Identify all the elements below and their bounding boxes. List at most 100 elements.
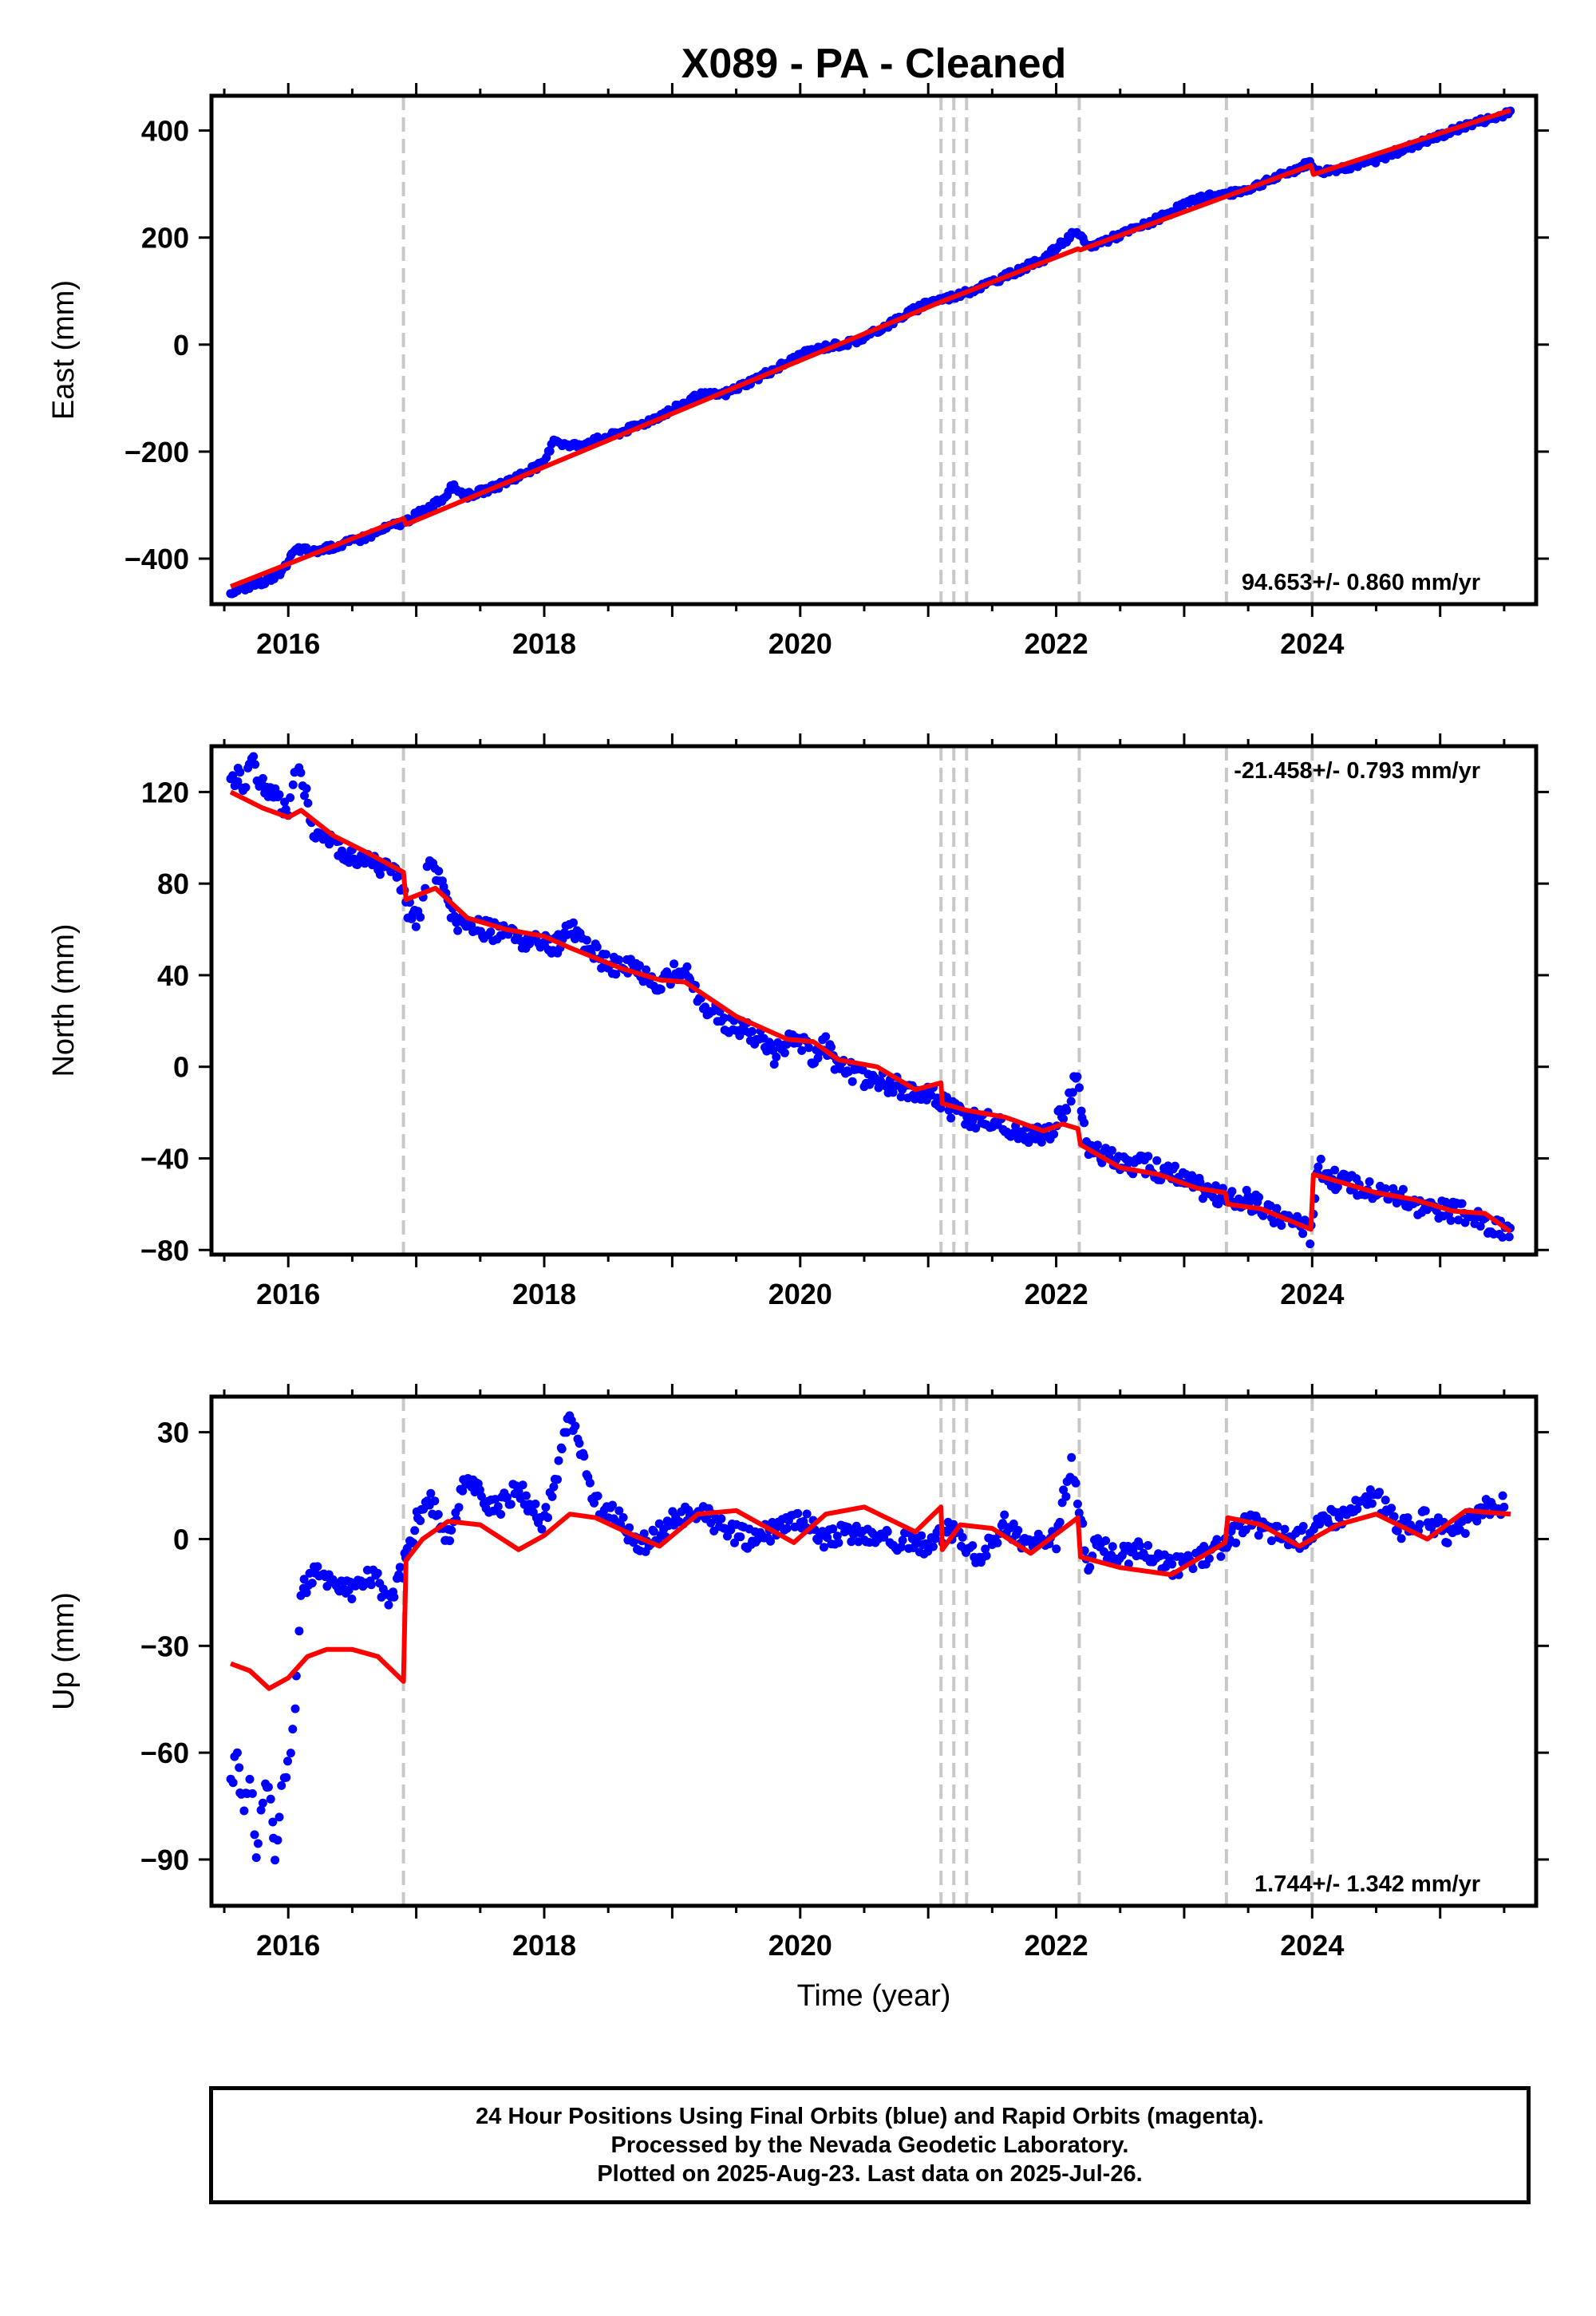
processing-note-box: 24 Hour Positions Using Final Orbits (bl… [209,2086,1531,2204]
data-point [847,1537,856,1547]
data-point [1314,1162,1323,1172]
x-tick-label: 2024 [1280,1278,1344,1310]
x-tick-label: 2020 [768,1278,832,1310]
y-axis-label: North (mm) [47,923,81,1077]
y-axis-label: Up (mm) [47,1592,81,1710]
data-point [275,1812,284,1822]
data-point [250,1830,259,1840]
data-point [1499,1502,1509,1512]
x-tick-label: 2016 [256,1929,320,1962]
data-point [258,773,267,783]
data-point [1241,1525,1250,1535]
data-point [313,1562,322,1571]
data-point [263,1782,273,1792]
data-point [1454,1215,1463,1225]
data-point [1367,1499,1377,1508]
data-point [593,1492,602,1500]
data-point [618,1513,628,1522]
data-point [832,1531,842,1541]
x-tick-label: 2016 [256,1278,320,1310]
data-point [549,1482,559,1492]
y-tick-label: 200 [141,222,189,255]
data-point [1396,1534,1406,1543]
data-point [282,1773,291,1782]
data-point [433,1510,443,1520]
data-point [585,1478,595,1488]
data-point [968,1541,978,1551]
data-point [821,1032,831,1041]
y-tick-label: −80 [140,1234,189,1267]
data-point [736,1532,745,1542]
data-points [226,1411,1509,1865]
data-point [847,1077,857,1086]
data-point [1009,1520,1018,1528]
data-point [1068,1088,1077,1097]
data-point [496,1510,506,1519]
y-tick-label: 30 [157,1417,189,1449]
data-point [1216,1551,1226,1561]
processing-note-line-1: 24 Hour Positions Using Final Orbits (bl… [476,2104,1264,2129]
data-point [1136,1541,1145,1551]
data-point [1504,1232,1514,1242]
data-point [1375,1488,1384,1497]
data-point [670,959,679,969]
data-point [228,1778,238,1788]
data-point [1254,1531,1263,1540]
data-point [521,1491,531,1500]
data-point [493,1502,503,1512]
data-points [226,106,1515,599]
data-point [1272,1203,1282,1213]
data-point [543,1513,552,1523]
data-point [445,1536,455,1546]
data-point [303,798,313,808]
data-point [682,962,692,971]
data-point [823,1533,832,1543]
data-point [411,922,421,931]
data-point [1403,1513,1412,1523]
data-point [780,1048,789,1057]
data-point [486,927,496,937]
data-point [1073,1500,1082,1508]
y-tick-label: −40 [140,1142,189,1175]
data-point [249,752,259,761]
data-point [1013,1526,1023,1535]
data-point [1254,1192,1263,1202]
data-point [1381,1184,1390,1193]
data-point [1246,1196,1255,1206]
data-point [1330,1165,1340,1175]
data-point [1266,1536,1276,1546]
velocity-label: -21.458+/- 0.793 mm/yr [1234,758,1480,784]
data-point [1306,1239,1315,1249]
plot-frame [209,93,1539,607]
data-point [782,1524,792,1533]
data-point [277,1780,286,1790]
data-point [717,1514,726,1524]
data-point [271,1856,280,1865]
data-point [608,1500,617,1510]
data-point [1273,1522,1282,1531]
data-point [1074,1508,1084,1518]
data-point [300,791,309,800]
data-point [575,1439,584,1448]
data-point [1061,1492,1071,1501]
data-point [375,870,385,879]
data-point [601,950,610,959]
data-point [827,1042,836,1052]
data-point [1059,1485,1069,1495]
data-point [1211,1181,1220,1191]
data-point [294,1626,304,1636]
data-point [1365,1177,1374,1187]
data-point [286,1749,295,1758]
data-point [793,1508,803,1518]
data-point [896,1092,906,1101]
data-point [454,1503,464,1512]
data-point [430,1496,440,1506]
data-point [1277,1221,1286,1230]
data-point [251,760,260,769]
data-point [389,1592,399,1602]
data-point [384,1600,393,1610]
data-point [649,1527,658,1536]
data-point [1398,1184,1408,1194]
data-point [1059,1114,1068,1124]
data-point [288,780,298,789]
